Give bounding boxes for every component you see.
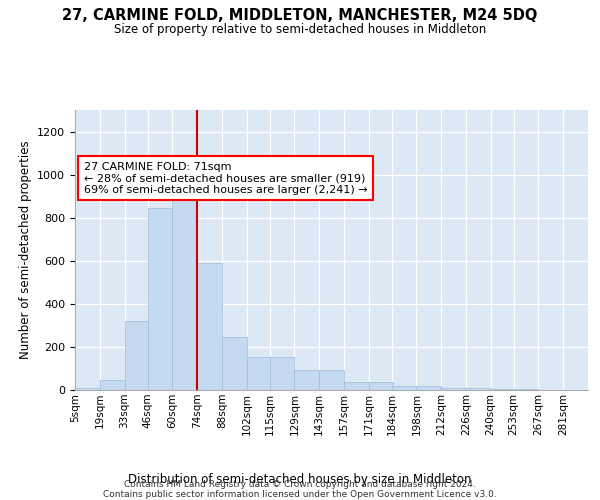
Bar bbox=[441, 388, 466, 390]
Bar bbox=[75, 388, 100, 390]
Text: Distribution of semi-detached houses by size in Middleton: Distribution of semi-detached houses by … bbox=[128, 472, 472, 486]
Bar bbox=[125, 321, 149, 390]
Bar bbox=[100, 380, 125, 390]
Y-axis label: Number of semi-detached properties: Number of semi-detached properties bbox=[19, 140, 32, 360]
Bar bbox=[416, 386, 441, 390]
Bar bbox=[148, 208, 172, 390]
Bar bbox=[172, 197, 197, 390]
Bar bbox=[344, 382, 368, 390]
Bar bbox=[247, 356, 271, 390]
Bar bbox=[319, 370, 344, 390]
Bar bbox=[392, 386, 416, 390]
Bar bbox=[491, 388, 515, 390]
Text: 27, CARMINE FOLD, MIDDLETON, MANCHESTER, M24 5DQ: 27, CARMINE FOLD, MIDDLETON, MANCHESTER,… bbox=[62, 8, 538, 22]
Bar bbox=[295, 370, 319, 390]
Text: Contains HM Land Registry data © Crown copyright and database right 2024.: Contains HM Land Registry data © Crown c… bbox=[124, 480, 476, 489]
Text: Contains public sector information licensed under the Open Government Licence v3: Contains public sector information licen… bbox=[103, 490, 497, 499]
Bar bbox=[368, 382, 394, 390]
Text: Size of property relative to semi-detached houses in Middleton: Size of property relative to semi-detach… bbox=[114, 22, 486, 36]
Bar bbox=[197, 263, 222, 390]
Bar bbox=[514, 389, 538, 390]
Text: 27 CARMINE FOLD: 71sqm
← 28% of semi-detached houses are smaller (919)
69% of se: 27 CARMINE FOLD: 71sqm ← 28% of semi-det… bbox=[84, 162, 367, 195]
Bar bbox=[269, 356, 295, 390]
Bar bbox=[222, 336, 247, 390]
Bar bbox=[466, 388, 491, 390]
